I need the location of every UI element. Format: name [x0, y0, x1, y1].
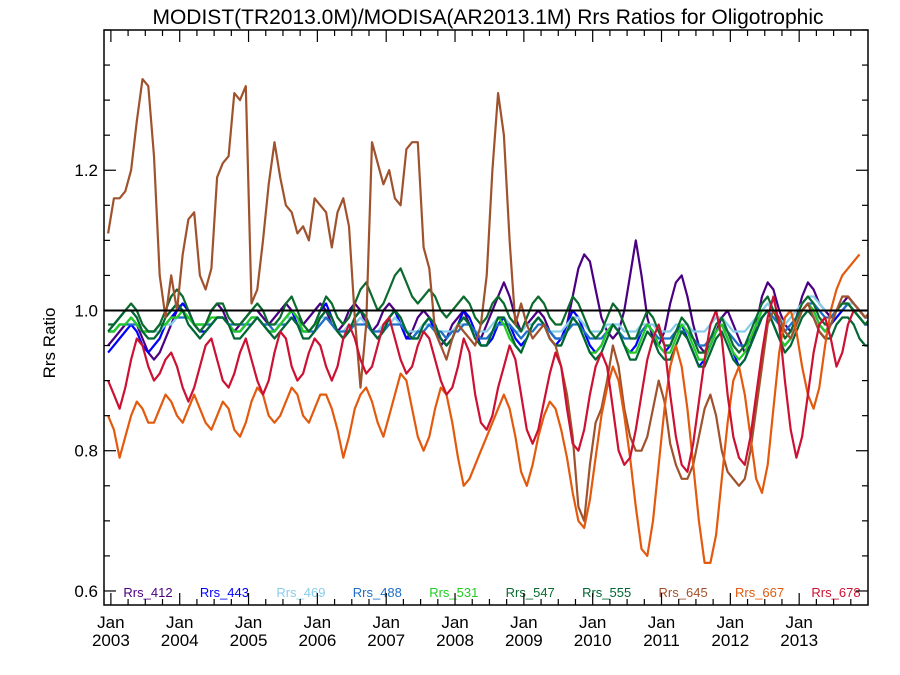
- x-tick-label-year: 2011: [643, 631, 680, 650]
- x-tick-label-month: Jan: [579, 613, 606, 632]
- x-tick-label-year: 2009: [505, 631, 543, 650]
- legend-entry-rrs-547: Rrs_547: [506, 585, 555, 600]
- legend-entry-rrs-531: Rrs_531: [429, 585, 478, 600]
- x-tick-label-year: 2004: [161, 631, 199, 650]
- x-tick-label-month: Jan: [166, 613, 193, 632]
- x-tick-label-year: 2006: [298, 631, 336, 650]
- x-tick-label-month: Jan: [304, 613, 331, 632]
- series-line-rrs-555: [107, 302, 868, 368]
- x-tick-label-month: Jan: [785, 613, 812, 632]
- series-group: [107, 77, 868, 565]
- series-line-rrs-678: [107, 295, 860, 473]
- legend-entry-rrs-443: Rrs_443: [200, 585, 249, 600]
- x-tick-label-year: 2007: [367, 631, 405, 650]
- x-tick-label-year: 2003: [92, 631, 130, 650]
- series-line-rrs-667: [107, 253, 861, 565]
- x-tick-label-year: 2010: [574, 631, 612, 650]
- plot-area: [104, 77, 868, 565]
- legend-entry-rrs-667: Rrs_667: [735, 585, 784, 600]
- axes: 0.60.81.01.2Jan2003Jan2004Jan2005Jan2006…: [74, 29, 868, 650]
- y-tick-label: 0.6: [74, 582, 98, 601]
- x-tick-label-month: Jan: [97, 613, 124, 632]
- legend-entry-rrs-469: Rrs_469: [276, 585, 325, 600]
- legend: Rrs_412 Rrs_443 Rrs_469 Rrs_488 Rrs_531 Rrs_5…: [123, 585, 860, 600]
- legend-entry-rrs-678: Rrs_678: [811, 585, 860, 600]
- x-tick-label-month: Jan: [372, 613, 399, 632]
- legend-entry-rrs-645: Rrs_645: [659, 585, 708, 600]
- y-tick-label: 0.8: [74, 442, 98, 461]
- x-tick-label-year: 2012: [711, 631, 749, 650]
- x-tick-label-month: Jan: [510, 613, 537, 632]
- x-tick-label-year: 2005: [230, 631, 268, 650]
- series-line-rrs-645: [107, 77, 868, 523]
- plot-frame: [103, 29, 869, 606]
- x-tick-label-month: Jan: [717, 613, 744, 632]
- legend-entry-rrs-555: Rrs_555: [582, 585, 631, 600]
- x-tick-label-year: 2013: [780, 631, 818, 650]
- chart-title: MODIST(TR2013.0M)/MODISA(AR2013.1M) Rrs …: [152, 6, 823, 29]
- legend-entry-rrs-488: Rrs_488: [353, 585, 402, 600]
- x-tick-label-month: Jan: [648, 613, 675, 632]
- y-tick-label: 1.2: [74, 161, 98, 180]
- x-tick-label-year: 2008: [436, 631, 474, 650]
- x-tick-label-month: Jan: [235, 613, 262, 632]
- y-axis-label: Rrs Ratio: [40, 308, 59, 379]
- y-tick-label: 1.0: [74, 301, 98, 320]
- legend-entry-rrs-412: Rrs_412: [123, 585, 172, 600]
- x-tick-label-month: Jan: [441, 613, 468, 632]
- series-line-rrs-412: [107, 239, 868, 361]
